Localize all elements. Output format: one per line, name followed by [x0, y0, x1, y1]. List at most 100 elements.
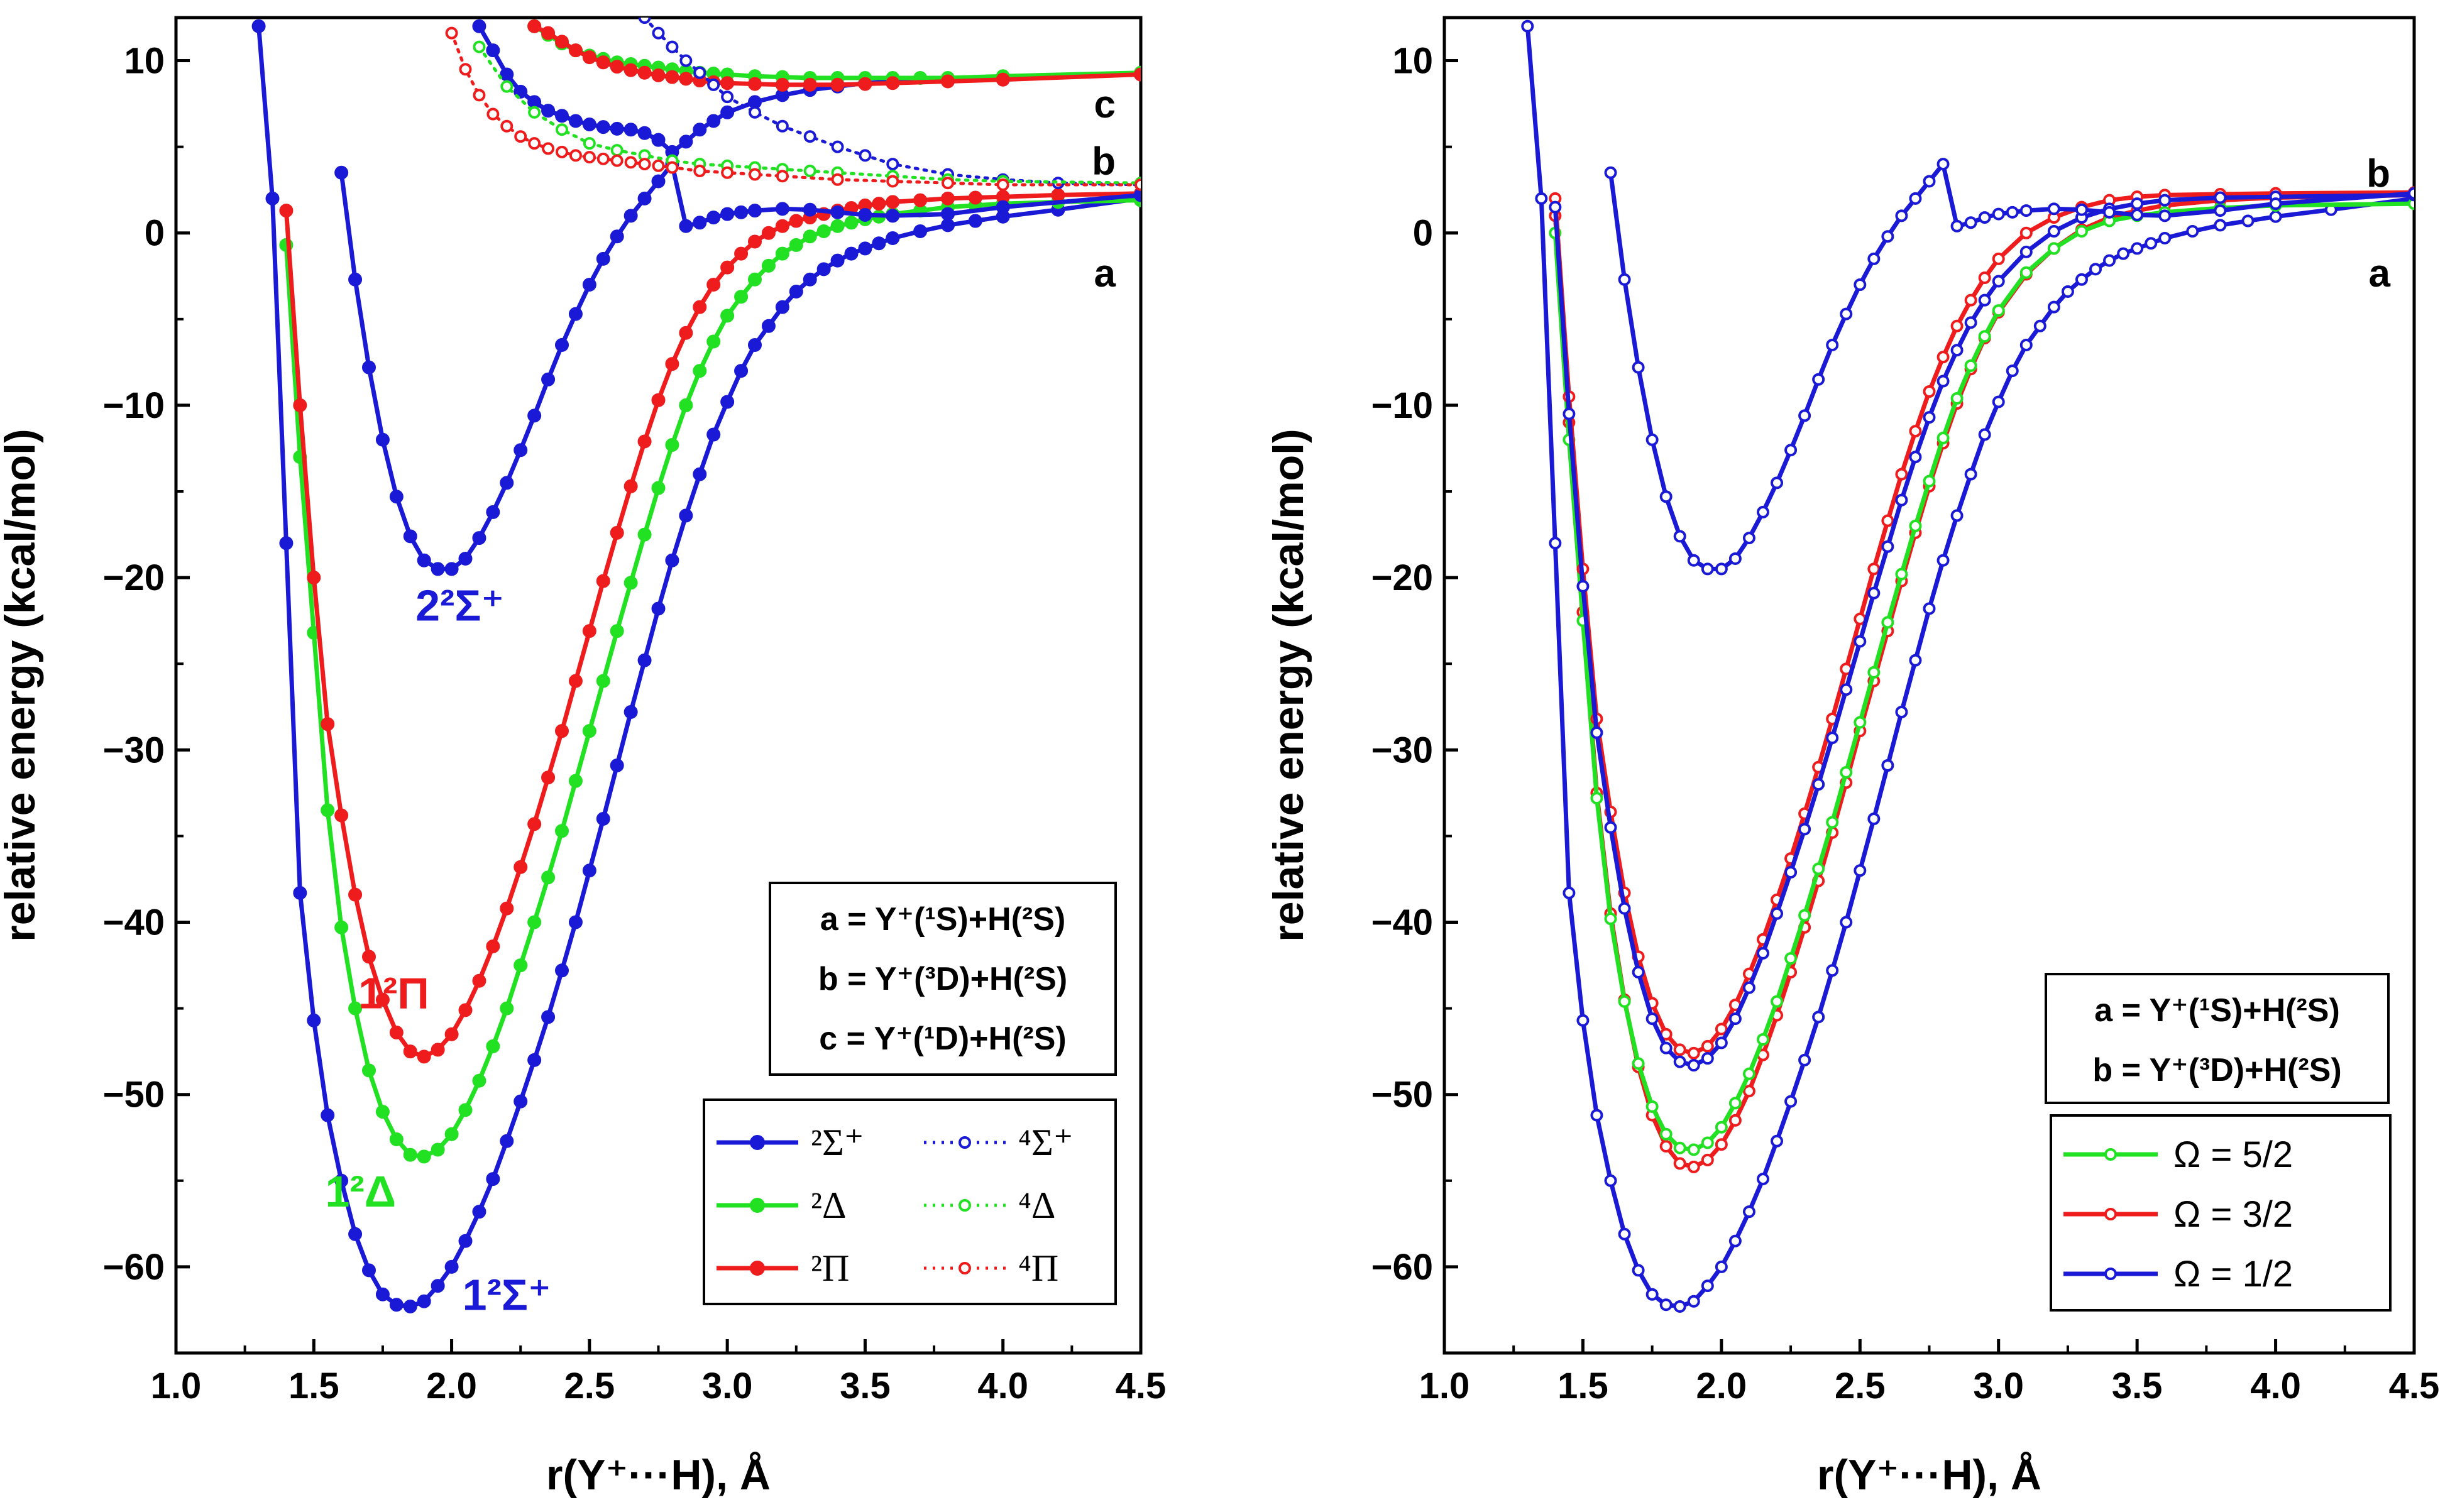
series-point [1632, 1264, 1645, 1277]
series-point [872, 236, 886, 251]
series-point [748, 77, 762, 91]
y-tick-label: −50 [103, 1075, 165, 1115]
legend-label: Ω = 3/2 [2173, 1194, 2293, 1235]
series-point [1728, 552, 1742, 565]
series-point [596, 55, 610, 70]
series-point [1978, 293, 1991, 307]
series-point [500, 119, 514, 133]
series-point [1756, 946, 1769, 960]
series-point [1798, 909, 1811, 922]
series-point [472, 973, 486, 988]
series-point [1964, 359, 1977, 372]
x-tick-label: 2.0 [1696, 1366, 1747, 1406]
series-point [444, 562, 459, 576]
series-point [1784, 866, 1798, 879]
series-point [417, 1049, 431, 1064]
legend-marker [959, 1136, 971, 1149]
series-point [556, 123, 568, 136]
state-label: 1²Σ⁺ [463, 1270, 551, 1319]
series-point [1604, 912, 1617, 926]
series-point [1936, 351, 1950, 364]
series-point [500, 1134, 514, 1148]
asymptote-label: b [1092, 140, 1116, 184]
y-tick-label: −40 [103, 902, 165, 943]
series-point [803, 77, 817, 92]
series-point [334, 808, 349, 823]
series-point [1687, 1046, 1700, 1060]
series-point [651, 393, 666, 407]
series-point [1673, 1055, 1686, 1068]
series-point [941, 74, 955, 89]
y-tick-label: −60 [103, 1247, 165, 1288]
series-point [1978, 330, 1991, 343]
series-point [1895, 468, 1908, 481]
series-point [942, 177, 954, 190]
series-point [348, 1001, 363, 1016]
series-point [1673, 1141, 1686, 1154]
series-point [1867, 252, 1881, 265]
dissociation-box [2045, 973, 2390, 1104]
series-point [555, 35, 569, 49]
series-point [472, 19, 486, 33]
series-point [1549, 200, 1562, 214]
series-point [556, 145, 568, 158]
series-point [1535, 192, 1548, 205]
y-tick-label: −60 [1371, 1247, 1433, 1288]
series-point [665, 553, 679, 567]
series-point [1840, 916, 1853, 929]
legend-marker [2104, 1208, 2117, 1220]
series-point [2047, 202, 2060, 216]
series-point [431, 1279, 445, 1293]
series-point [886, 76, 900, 90]
series-point [1590, 792, 1603, 805]
series-point [720, 207, 735, 221]
series-point [886, 175, 899, 188]
series-point [679, 72, 693, 86]
series-line [450, 31, 1141, 187]
series-point [1632, 966, 1645, 979]
series-point [1978, 428, 1991, 441]
series-point [1798, 823, 1811, 836]
series-point [458, 1003, 473, 1017]
series-point [596, 574, 610, 588]
series-point [1895, 567, 1908, 581]
series-point [610, 60, 624, 74]
series-point [886, 158, 899, 171]
series-point [1881, 540, 1894, 553]
series-point [362, 1263, 376, 1278]
series-point [844, 216, 859, 230]
series-point [1687, 1295, 1700, 1308]
series-point [1134, 188, 1141, 202]
series-point [1867, 586, 1881, 600]
series-point [720, 260, 735, 275]
y-tick-label: −30 [1371, 730, 1433, 770]
series-point [761, 258, 776, 273]
series-point [1881, 616, 1894, 629]
series-point [693, 364, 707, 378]
series-point [1742, 532, 1755, 545]
series-point [775, 300, 789, 314]
series-point [1881, 759, 1894, 772]
series-point [2075, 225, 2088, 238]
series-point [472, 531, 486, 545]
x-tick-label: 3.0 [1973, 1366, 2024, 1406]
series-point [473, 89, 486, 102]
series-point [444, 1027, 459, 1041]
series-point [2047, 300, 2060, 314]
series-point [679, 134, 693, 149]
series-point [2006, 364, 2019, 378]
series-point [1756, 1173, 1769, 1186]
series-point [734, 205, 749, 219]
series-point [1742, 1085, 1755, 1098]
series-point [334, 920, 349, 934]
series-point [2019, 204, 2033, 217]
series-point [1950, 219, 1964, 233]
series-point [1978, 271, 1991, 285]
series-point [1909, 192, 1922, 205]
dissociation-line: a = Y⁺(¹S)+H(²S) [2094, 992, 2340, 1029]
series-point [458, 1103, 473, 1117]
series-point [748, 204, 762, 218]
series-point [1964, 316, 1977, 329]
series-point [1687, 1143, 1700, 1156]
series-point [445, 26, 458, 40]
